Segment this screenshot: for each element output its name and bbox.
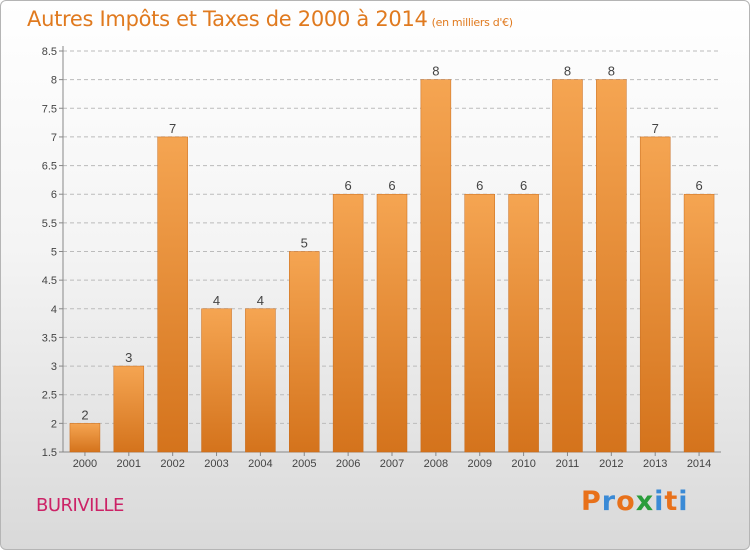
bar [508,193,539,453]
y-tick-label: 5 [51,247,57,259]
bar-value-label: 4 [257,293,264,308]
bar [157,136,188,453]
chart-title-text: Autres Impôts et Taxes de 2000 à 2014 [27,7,428,31]
bar-value-label: 5 [301,236,308,251]
x-tick-label: 2014 [687,458,711,470]
y-tick-label: 1.5 [42,447,57,459]
y-tick-label: 4 [51,304,57,316]
bar-value-label: 2 [81,407,88,422]
x-tick-label: 2010 [511,458,535,470]
bar [420,79,452,453]
x-tick-label: 2004 [248,458,272,470]
y-tick-label: 2.5 [42,390,57,402]
chart-title: Autres Impôts et Taxes de 2000 à 2014 (en… [27,7,513,31]
bar [289,251,320,453]
x-tick-label: 2003 [204,458,228,470]
y-tick-label: 7.5 [42,103,57,115]
x-tick-label: 2011 [556,458,580,470]
bar [376,193,408,453]
y-tick-label: 8 [51,75,57,87]
bar [464,193,495,453]
commune-name: BURIVILLE [36,495,124,516]
y-tick-label: 7 [51,132,57,144]
bar-value-label: 8 [564,64,571,79]
bar [639,136,671,453]
bar [332,193,364,453]
bar [552,79,583,453]
x-tick-label: 2009 [467,458,491,470]
y-tick-label: 6 [51,189,57,201]
y-tick-label: 3 [51,361,57,373]
bar-value-label: 7 [652,121,659,136]
x-tick-label: 2005 [292,458,316,470]
y-tick-label: 6.5 [42,161,57,173]
bar [69,423,101,453]
y-tick-label: 3.5 [42,332,57,344]
logo-letter: P [581,486,602,517]
bars [69,79,715,453]
y-tick-label: 2 [51,418,57,430]
logo-letter: r [601,486,617,517]
x-tick-label: 2006 [336,458,360,470]
y-tick-label: 5.5 [42,218,57,230]
y-tick-label: 4.5 [42,275,57,287]
y-tick-label: 8.5 [42,46,57,58]
bar-value-label: 6 [476,178,483,193]
bar-value-label: 8 [608,64,615,79]
labels: 2 2000 3 2001 7 2002 4 2003 4 2004 5 2005 6 2006 6 2007… [73,64,712,470]
logo-letter: i [678,486,689,517]
x-tick-label: 2013 [643,458,667,470]
bar [201,308,232,453]
bar-value-label: 6 [345,178,352,193]
bar-value-label: 4 [213,293,220,308]
bar-value-label: 7 [169,121,176,136]
bar [245,308,276,453]
x-tick-label: 2001 [117,458,141,470]
bar-value-label: 8 [432,64,439,79]
logo-letter: x [635,486,655,517]
bar [113,365,145,453]
bar-value-label: 6 [695,178,702,193]
x-tick-label: 2008 [424,458,448,470]
bar-value-label: 3 [125,350,132,365]
bar [596,79,627,453]
logo-letter: i [654,486,665,517]
bar-value-label: 6 [520,178,527,193]
x-tick-label: 2012 [599,458,623,470]
x-tick-label: 2000 [73,458,97,470]
x-tick-label: 2002 [160,458,184,470]
chart-title-unit: (en milliers d'€) [431,16,513,29]
bar-value-label: 6 [388,178,395,193]
proxiti-logo: Proxiti [581,486,689,517]
bar [683,193,715,453]
logo-letter: t [664,486,679,517]
logo-letter: o [616,486,636,517]
x-tick-label: 2007 [380,458,404,470]
